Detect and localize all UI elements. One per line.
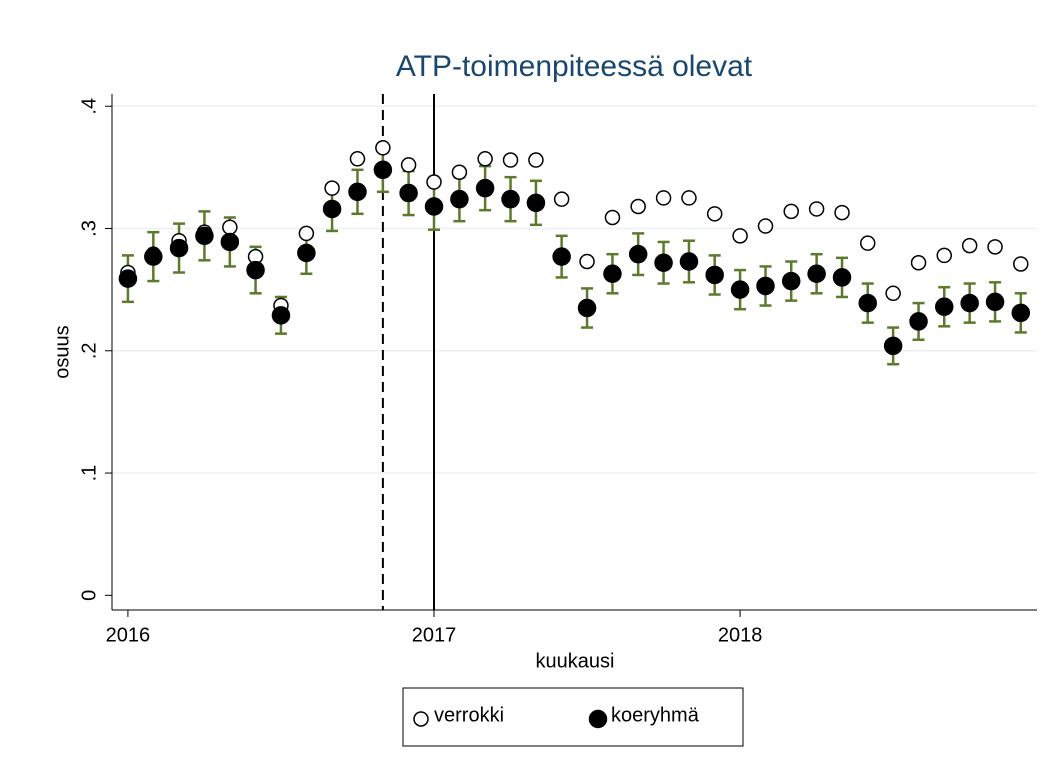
point [705, 265, 724, 285]
point [834, 204, 850, 221]
y-tick-label: .1 [78, 465, 100, 482]
point [909, 312, 928, 331]
point [883, 336, 903, 356]
point [858, 293, 877, 313]
x-tick-label: 2016 [106, 624, 151, 646]
legend-label: verrokki [434, 704, 504, 726]
point [987, 239, 1003, 255]
point [450, 189, 469, 209]
point [375, 140, 391, 156]
y-tick-label: .2 [78, 342, 100, 359]
point [118, 269, 138, 288]
point [628, 244, 648, 264]
point [373, 160, 393, 180]
x-axis-label: kuukausi [536, 650, 615, 672]
chart-title: ATP-toimenpiteessä olevat [396, 50, 753, 83]
point [706, 206, 723, 222]
point [910, 254, 927, 271]
point [144, 247, 163, 266]
y-tick-label: .4 [78, 98, 100, 115]
point [349, 151, 366, 167]
point [195, 226, 214, 246]
x-tick-label: 2017 [412, 624, 457, 646]
point [808, 201, 825, 217]
point [501, 189, 520, 209]
point [807, 264, 826, 283]
point [936, 247, 953, 264]
point [756, 276, 775, 296]
point [271, 306, 291, 325]
point [400, 157, 417, 173]
point [579, 253, 595, 270]
legend-label: koeryhmä [611, 704, 700, 726]
point [553, 191, 570, 207]
point [477, 151, 493, 167]
point [781, 271, 801, 291]
point [985, 292, 1005, 312]
point [935, 297, 954, 317]
point [222, 219, 238, 236]
point [859, 235, 876, 251]
point [885, 285, 901, 302]
point [1011, 303, 1031, 323]
y-tick-label: 0 [78, 590, 100, 601]
point [220, 232, 240, 252]
point [604, 209, 621, 226]
point [298, 225, 315, 242]
legend-marker [588, 709, 608, 729]
point [424, 197, 444, 216]
point [681, 190, 697, 206]
point [732, 228, 748, 244]
point [246, 260, 265, 280]
legend-marker [413, 711, 429, 727]
point [297, 243, 316, 263]
point [783, 203, 799, 220]
point [603, 264, 622, 283]
point [654, 253, 673, 272]
x-tick-label: 2018 [718, 624, 763, 646]
y-axis-label: osuus [51, 325, 73, 378]
point [679, 252, 699, 271]
point [475, 178, 495, 198]
point [528, 152, 544, 168]
point [348, 182, 367, 202]
point [960, 293, 979, 313]
point [502, 152, 519, 168]
point [451, 164, 468, 181]
point [169, 238, 189, 258]
point [961, 237, 978, 254]
point [655, 190, 672, 206]
point [426, 174, 442, 190]
point [577, 298, 597, 318]
point [757, 218, 774, 234]
y-tick-label: .3 [78, 220, 100, 237]
point [399, 183, 418, 203]
point [832, 268, 852, 287]
point [1013, 256, 1029, 272]
legend-box [402, 687, 744, 747]
point [552, 247, 571, 266]
point [730, 280, 750, 299]
point [322, 199, 342, 219]
point [324, 180, 340, 196]
point [526, 193, 546, 213]
point [630, 198, 646, 215]
